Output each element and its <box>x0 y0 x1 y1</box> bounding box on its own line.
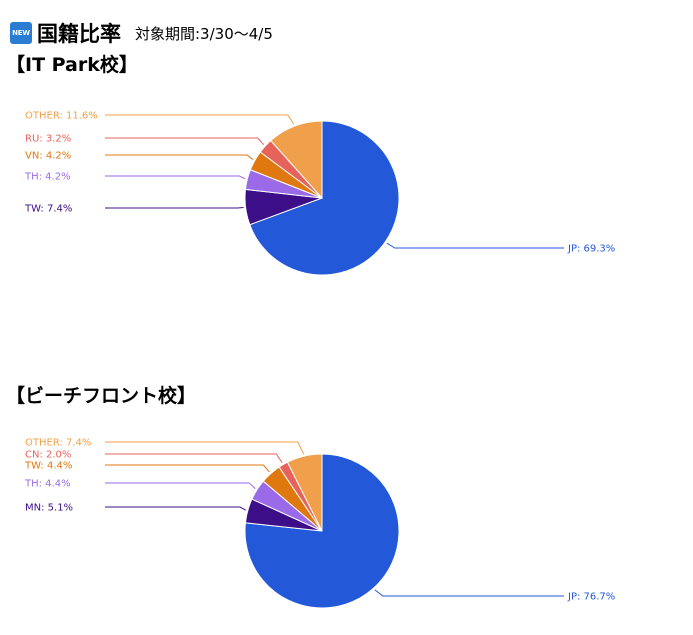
data-label-jp: JP: 69.3% <box>567 244 615 255</box>
data-label-jp: JP: 76.7% <box>567 592 615 603</box>
leader-line-tw <box>105 464 270 473</box>
data-label-other: OTHER: 11.6% <box>25 111 98 122</box>
data-label-ru: RU: 3.2% <box>25 134 71 145</box>
pie-slice-jp <box>244 453 400 609</box>
leader-line-vn <box>105 154 254 160</box>
data-label-tw: TW: 4.4% <box>24 461 72 472</box>
data-label-th: TH: 4.2% <box>24 172 71 183</box>
data-label-cn: CN: 2.0% <box>25 450 71 461</box>
period-label: 対象期間:3/30〜4/5 <box>135 24 273 43</box>
section-title-it-park: 【IT Park校】 <box>6 54 138 76</box>
data-label-tw: TW: 7.4% <box>24 204 72 215</box>
leader-line-th <box>105 482 256 490</box>
leader-line-mn <box>105 506 247 511</box>
pie-slice-other <box>286 453 323 532</box>
leader-line-cn <box>105 453 283 464</box>
leader-line-jp <box>386 242 564 249</box>
new-badge-icon: NEW <box>10 22 32 44</box>
data-label-vn: VN: 4.2% <box>25 151 71 162</box>
page-title: 国籍比率 <box>37 22 121 46</box>
section-title-beachfront: 【ビーチフロント校】 <box>6 385 197 407</box>
pie-chart-it-park: OTHER: 11.6% RU: 3.2% VN: 4.2% TH: 4.2% TW: … <box>24 111 615 276</box>
leader-line-other <box>105 441 305 455</box>
header: NEW 国籍比率 対象期間:3/30〜4/5 <box>10 18 273 48</box>
leader-line-ru <box>105 137 265 146</box>
data-label-mn: MN: 5.1% <box>25 503 73 514</box>
pie-slice-other <box>269 120 323 200</box>
leader-line-jp <box>374 589 564 597</box>
leader-line-other <box>105 114 295 125</box>
data-label-th: TH: 4.4% <box>24 479 71 490</box>
leader-line-th <box>105 175 246 180</box>
pie-chart-beachfront: OTHER: 7.4%CN: 2.0%TW: 4.4% TH: 4.4% MN: 5… <box>24 438 615 609</box>
pie-slice-jp <box>249 120 400 276</box>
data-label-other: OTHER: 7.4% <box>25 438 91 449</box>
